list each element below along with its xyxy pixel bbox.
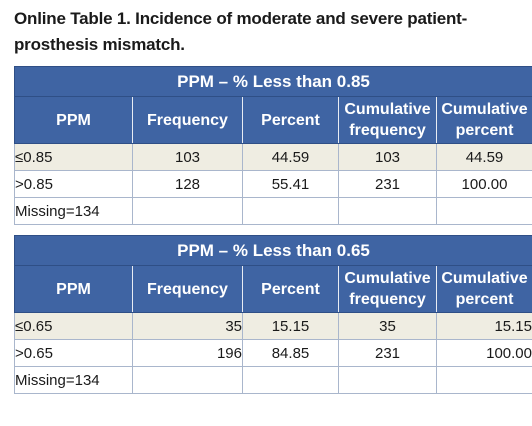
empty-cell <box>242 366 339 394</box>
cell-frequency: 103 <box>132 143 243 171</box>
table-caption: Online Table 1. Incidence of moderate an… <box>14 6 514 58</box>
col-header-frequency: Frequency <box>132 265 243 313</box>
cell-frequency: 196 <box>132 339 243 367</box>
cell-percent: 15.15 <box>242 312 339 340</box>
col-header-cumulative-frequency: Cumulative frequency <box>338 265 437 313</box>
table-row: ≤0.85 103 44.59 103 44.59 <box>14 143 532 171</box>
cell-cumulative-frequency: 231 <box>338 339 437 367</box>
empty-cell <box>436 197 532 225</box>
header-row: PPM Frequency Percent Cumulative frequen… <box>14 96 532 144</box>
caption-line-1: Online Table 1. Incidence of moderate an… <box>14 9 468 28</box>
cell-cumulative-percent: 15.15 <box>436 312 532 340</box>
table-row: ≤0.65 35 15.15 35 15.15 <box>14 312 532 340</box>
empty-cell <box>242 197 339 225</box>
cell-cumulative-frequency: 231 <box>338 170 437 198</box>
cell-percent: 84.85 <box>242 339 339 367</box>
ppm-table-0.85: PPM – % Less than 0.85 PPM Frequency Per… <box>14 66 532 225</box>
empty-cell <box>338 197 437 225</box>
cell-missing: Missing=134 <box>14 366 133 394</box>
table-title-row: PPM – % Less than 0.65 <box>14 235 532 266</box>
table-row: >0.65 196 84.85 231 100.00 <box>14 339 532 367</box>
cell-cumulative-percent: 100.00 <box>436 339 532 367</box>
cell-ppm: ≤0.85 <box>14 143 133 171</box>
cell-percent: 55.41 <box>242 170 339 198</box>
header-row: PPM Frequency Percent Cumulative frequen… <box>14 265 532 313</box>
ppm-table-0.65: PPM – % Less than 0.65 PPM Frequency Per… <box>14 235 532 394</box>
cell-frequency: 128 <box>132 170 243 198</box>
col-header-ppm: PPM <box>14 96 133 144</box>
empty-cell <box>338 366 437 394</box>
col-header-percent: Percent <box>242 96 339 144</box>
col-header-cumulative-percent: Cumulative percent <box>436 96 532 144</box>
missing-row: Missing=134 <box>14 197 532 225</box>
cell-missing: Missing=134 <box>14 197 133 225</box>
cell-ppm: ≤0.65 <box>14 312 133 340</box>
table-title: PPM – % Less than 0.65 <box>14 235 532 266</box>
empty-cell <box>132 197 243 225</box>
col-header-ppm: PPM <box>14 265 133 313</box>
empty-cell <box>132 366 243 394</box>
cell-frequency: 35 <box>132 312 243 340</box>
cell-ppm: >0.85 <box>14 170 133 198</box>
cell-percent: 44.59 <box>242 143 339 171</box>
table-title-row: PPM – % Less than 0.85 <box>14 66 532 97</box>
col-header-percent: Percent <box>242 265 339 313</box>
missing-row: Missing=134 <box>14 366 532 394</box>
empty-cell <box>436 366 532 394</box>
table-row: >0.85 128 55.41 231 100.00 <box>14 170 532 198</box>
cell-cumulative-percent: 44.59 <box>436 143 532 171</box>
col-header-cumulative-percent: Cumulative percent <box>436 265 532 313</box>
cell-cumulative-frequency: 35 <box>338 312 437 340</box>
cell-cumulative-percent: 100.00 <box>436 170 532 198</box>
table-title: PPM – % Less than 0.85 <box>14 66 532 97</box>
col-header-cumulative-frequency: Cumulative frequency <box>338 96 437 144</box>
cell-ppm: >0.65 <box>14 339 133 367</box>
caption-line-2: prosthesis mismatch. <box>14 35 185 54</box>
cell-cumulative-frequency: 103 <box>338 143 437 171</box>
col-header-frequency: Frequency <box>132 96 243 144</box>
